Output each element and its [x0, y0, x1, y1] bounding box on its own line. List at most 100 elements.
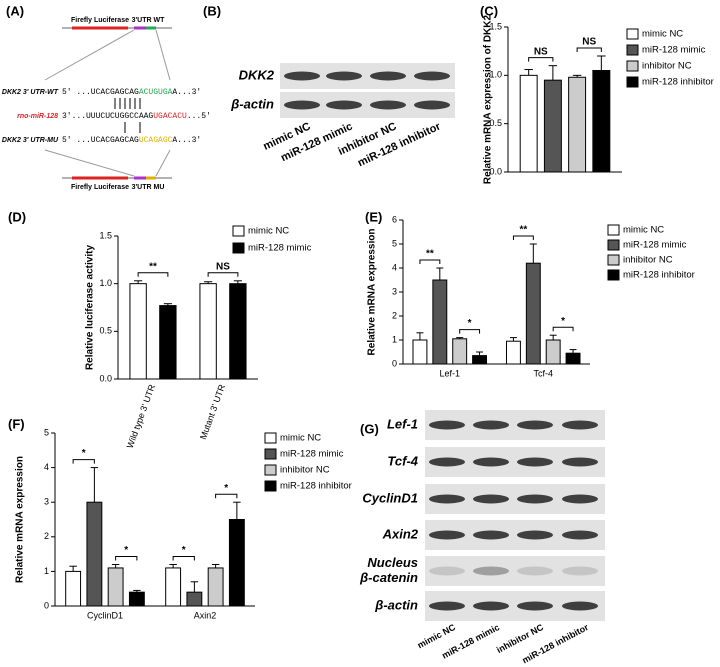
y-axis-label: Relative mRNA expression of DKK2: [483, 15, 494, 185]
significance-label: *: [82, 448, 86, 459]
band: [517, 420, 553, 430]
y-tick-label: 0: [392, 358, 397, 368]
legend-swatch: [626, 76, 639, 88]
legend-label: miR-128 inhibitor: [623, 270, 695, 281]
mirna-name: rno-miR-128: [17, 113, 58, 120]
y-tick-label: 5: [44, 427, 49, 437]
blot-row-label: CyclinD1: [362, 490, 418, 505]
legend-label: inhibitor NC: [280, 465, 330, 476]
legend-swatch: [626, 28, 639, 40]
y-tick-label: 1.0: [489, 70, 502, 80]
blot-row-label: Lef-1: [387, 416, 418, 431]
mu-seq: 5' ...UCACGAGCAGUCAGAGCA...3': [62, 136, 201, 145]
error-bar: [597, 55, 606, 71]
band: [414, 71, 450, 81]
error-bar: [569, 349, 577, 354]
bar: [452, 338, 468, 365]
utr-label: 3'UTR MU: [132, 184, 165, 191]
significance-label: **: [426, 249, 434, 260]
error-bar: [163, 303, 172, 306]
y-tick-label: 0: [44, 600, 49, 610]
y-axis-label: Relative mRNA expression: [367, 229, 378, 356]
band: [429, 530, 465, 540]
bar: [543, 79, 562, 173]
legend-label: mimic NC: [248, 226, 289, 237]
lane-label: miR-128 mimic: [279, 120, 354, 164]
band: [429, 494, 465, 504]
mu-name: DKK2 3' UTR-MU: [2, 137, 59, 144]
error-bar: [233, 280, 242, 284]
y-tick-label: 3: [392, 286, 397, 296]
legend-swatch: [264, 464, 277, 476]
legend-swatch: [607, 239, 620, 251]
significance-bracket: [72, 459, 95, 464]
legend-label: miR-128 mimic: [623, 240, 687, 251]
gene-label: Firefly Luciferase: [71, 184, 129, 191]
panel-label: (D): [8, 209, 26, 224]
band: [562, 601, 598, 611]
significance-bracket: [459, 329, 481, 334]
y-tick-label: 1: [392, 334, 397, 344]
band: [326, 71, 362, 81]
error-bar: [416, 332, 424, 340]
x-tick-label: Wild type 3' UTR: [125, 383, 158, 450]
error-bar: [529, 243, 537, 264]
blot-row-label: Axin2: [382, 526, 419, 541]
error-bar: [133, 589, 141, 593]
y-tick-label: 0.0: [99, 373, 112, 383]
band: [562, 530, 598, 540]
error-bar: [90, 467, 99, 503]
error-bar: [69, 565, 77, 572]
blot-strip: [425, 556, 605, 586]
band: [429, 420, 465, 430]
significance-bracket: [528, 57, 554, 62]
error-bar: [524, 69, 533, 76]
wt-name: DKK2 3' UTR-WT: [2, 89, 59, 96]
gene-label: Firefly Luciferase: [71, 17, 129, 24]
y-tick-label: 3: [44, 497, 49, 507]
zoom-line: [44, 29, 135, 81]
bar: [165, 567, 182, 607]
bar: [107, 567, 124, 607]
x-tick-label: Axin2: [194, 610, 217, 620]
bar: [129, 283, 147, 380]
band: [562, 457, 598, 467]
bar: [592, 70, 611, 173]
bar: [505, 340, 521, 365]
y-tick-label: 1.5: [99, 230, 112, 240]
significance-label: *: [561, 316, 565, 327]
legend-swatch: [626, 44, 639, 56]
bar: [472, 355, 488, 365]
legend-label: mimic NC: [280, 433, 321, 444]
bar: [432, 279, 448, 365]
significance-bracket: [576, 47, 602, 52]
band: [326, 100, 362, 110]
y-tick-label: 5: [392, 238, 397, 248]
significance-label: NS: [216, 261, 230, 272]
bar: [412, 339, 428, 365]
band: [429, 457, 465, 467]
error-bar: [572, 74, 582, 78]
band: [562, 420, 598, 430]
blot-row-label: β-catenin: [359, 570, 418, 585]
bar: [565, 352, 581, 365]
bar: [519, 74, 538, 173]
band: [473, 601, 509, 611]
blot-row-label: DKK2: [239, 67, 275, 82]
pairing-lines: [114, 98, 141, 109]
y-axis-label: Relative mRNA expression: [15, 456, 26, 583]
y-tick-label: 0.5: [489, 118, 502, 128]
error-bar: [134, 280, 143, 284]
band: [562, 494, 598, 504]
y-tick-label: 1: [44, 566, 49, 576]
band: [517, 566, 553, 576]
error-bar: [233, 501, 241, 520]
y-tick-label: 0.0: [489, 166, 502, 176]
blot-row-label: Nucleus: [367, 555, 418, 570]
legend-swatch: [607, 254, 620, 266]
error-bar: [549, 334, 557, 340]
significance-label: **: [149, 261, 157, 272]
error-bar: [456, 337, 464, 339]
band: [473, 457, 509, 467]
